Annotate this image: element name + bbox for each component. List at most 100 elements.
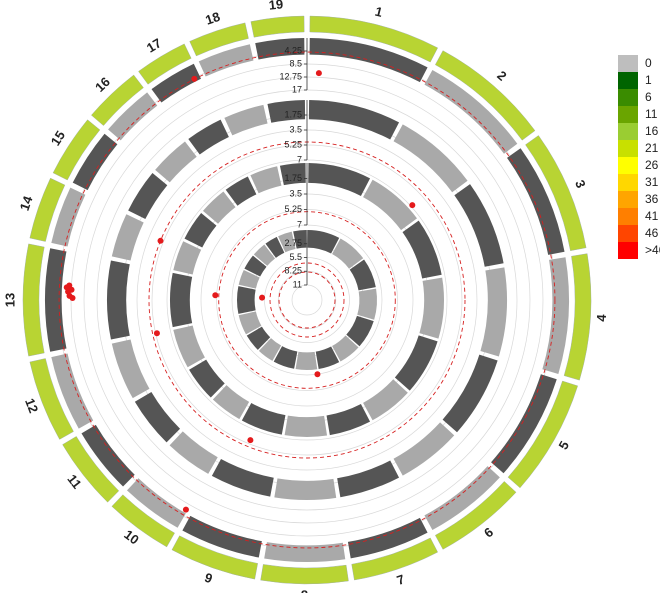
chromosome-band	[184, 213, 217, 248]
chromosome-band	[274, 478, 337, 500]
density-arc	[250, 15, 305, 38]
chromosome-band	[128, 173, 168, 220]
chromosome-band	[111, 214, 144, 261]
y-tick-label: 4.25	[284, 45, 302, 55]
chromosome-band	[238, 311, 262, 335]
chromosome-band	[393, 124, 468, 193]
chromosome-band	[155, 141, 197, 183]
legend-label: 46	[645, 226, 659, 240]
chromosome-band	[315, 346, 340, 370]
chromosome-band	[402, 220, 442, 279]
chromosome-band	[332, 335, 359, 362]
chromosome-label: 4	[594, 313, 609, 322]
chromosome-band	[225, 176, 257, 206]
legend-swatch	[618, 140, 638, 157]
chromosome-band	[393, 422, 455, 476]
chromosome-band	[51, 353, 94, 429]
y-tick-label: 5.25	[284, 204, 302, 214]
significant-point	[259, 294, 266, 301]
significant-point	[182, 506, 189, 513]
density-arc	[563, 253, 592, 381]
chromosome-label: 16	[92, 74, 113, 95]
y-tick-label: 12.75	[279, 71, 302, 81]
chromosome-band	[332, 238, 364, 269]
chromosome-band	[107, 260, 130, 340]
grid-circle	[200, 193, 414, 407]
chromosome-band	[363, 179, 417, 231]
legend-label: 11	[645, 107, 658, 121]
chromosome-band	[111, 339, 150, 399]
y-tick-label: 1.75	[284, 173, 302, 183]
chromosome-band	[265, 236, 285, 258]
chromosome-band	[258, 338, 282, 361]
chromosome-band	[264, 542, 346, 562]
legend-swatch	[618, 89, 638, 106]
legend-label: 16	[645, 124, 659, 138]
significant-point	[314, 371, 321, 378]
chromosome-band	[308, 100, 400, 140]
y-tick-label: 5.25	[284, 139, 302, 149]
significant-point	[153, 330, 160, 337]
chromosome-band	[241, 403, 286, 435]
legend-label: >46	[645, 243, 660, 257]
legend-label: 21	[645, 141, 659, 155]
y-tick-label: 11	[293, 279, 302, 289]
y-tick-label: 3.5	[289, 124, 302, 134]
y-tick-label: 8.25	[284, 266, 302, 276]
y-tick-label: 5.5	[289, 252, 302, 262]
threshold-line	[58, 51, 556, 549]
chromosome-band	[189, 359, 225, 398]
chromosome-band	[273, 346, 298, 369]
chromosome-band	[255, 38, 305, 60]
chromosome-band	[202, 191, 236, 224]
y-tick-label: 8.5	[289, 58, 302, 68]
chromosome-band	[454, 184, 504, 267]
density-arc	[435, 481, 517, 550]
density-arc	[351, 537, 438, 581]
chromosome-band	[442, 354, 498, 433]
threshold-line	[278, 271, 336, 329]
chromosome-band	[293, 230, 307, 249]
chromosome-band	[307, 230, 340, 254]
chromosome-label: 11	[64, 472, 84, 492]
y-tick-label: 2.75	[284, 238, 302, 248]
density-arc	[62, 436, 120, 503]
chromosome-band	[363, 379, 408, 421]
significant-point	[315, 70, 322, 77]
legend-swatch	[618, 72, 638, 89]
chromosome-label: 2	[494, 68, 509, 84]
density-arc	[189, 22, 249, 57]
chromosome-band	[188, 119, 229, 155]
density-arc	[29, 177, 66, 242]
chromosome-band	[309, 38, 428, 83]
chromosome-band	[182, 515, 262, 558]
density-arc	[52, 119, 101, 181]
legend-swatch	[618, 242, 638, 259]
legend-swatch	[618, 123, 638, 140]
chromosome-band	[51, 187, 86, 247]
density-arc	[435, 50, 536, 141]
density-arc	[29, 358, 74, 440]
chromosome-label: 12	[22, 396, 41, 415]
chromosome-band	[308, 163, 371, 196]
y-tick-label: 3.5	[289, 188, 302, 198]
y-tick-label: 7	[297, 219, 302, 229]
chromosome-label: 10	[121, 527, 142, 548]
chromosome-band	[346, 315, 374, 347]
chromosome-label: 18	[204, 9, 222, 28]
chromosome-band	[44, 248, 67, 352]
chromosome-band	[173, 325, 205, 368]
density-arc	[309, 15, 438, 63]
chromosome-band	[394, 335, 438, 391]
chromosome-label: 7	[395, 571, 407, 588]
legend-label: 26	[645, 158, 659, 172]
chromosome-band	[347, 517, 428, 559]
density-arc	[525, 135, 587, 251]
chromosome-band	[357, 288, 378, 320]
y-tick-label: 7	[297, 154, 302, 164]
legend-swatch	[618, 191, 638, 208]
significant-point	[247, 437, 254, 444]
density-arc	[91, 74, 144, 126]
density-arc	[138, 43, 192, 85]
